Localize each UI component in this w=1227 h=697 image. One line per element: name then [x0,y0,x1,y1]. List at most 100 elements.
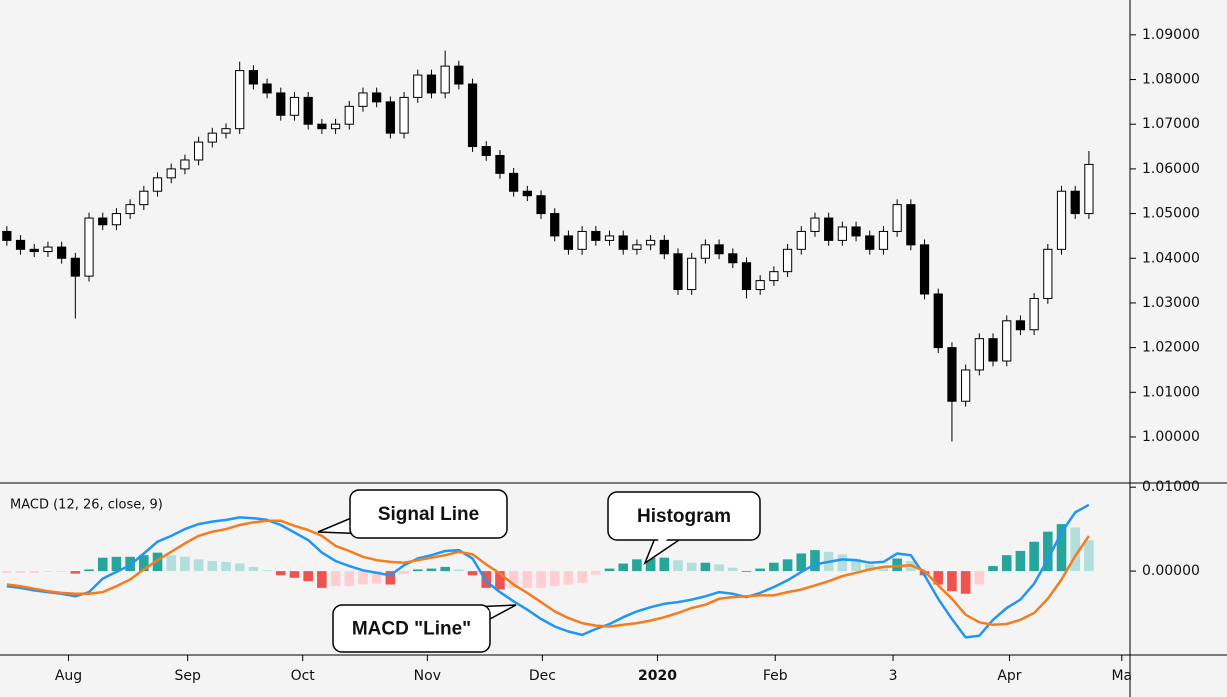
candle-body [317,123,327,130]
candle-body [536,195,546,215]
candle-body [632,244,642,250]
histogram-bar [686,562,697,572]
histogram-bar [1029,541,1039,572]
candle-body [687,257,697,291]
indicator-line [6,519,1090,628]
histogram-bar [591,571,601,575]
histogram-bar [371,571,382,584]
candle-body [974,338,984,371]
candle-body [509,172,519,192]
histogram-bar [604,568,615,572]
candle-body [824,217,834,241]
histogram-bar [810,550,820,572]
histogram-bar [289,571,300,578]
candle-body [618,235,628,250]
candle-body [645,239,656,246]
candle-body [1043,248,1053,299]
histogram-bar [988,566,998,572]
candle-body [837,226,847,241]
histogram-bar [467,571,478,576]
histogram-bar [1001,555,1012,572]
candle-body [440,65,450,94]
histogram-bar [864,564,875,572]
candle-body [782,248,793,273]
candle-body [385,101,395,134]
candle-body [413,74,423,98]
candle-body [276,92,286,116]
candle-body [919,244,930,295]
histogram-bar [43,571,53,572]
candle-body [1029,297,1039,331]
histogram-bar [495,571,505,590]
histogram-bar [960,571,971,594]
price-panel [2,50,1094,442]
candle-body [865,235,875,250]
callout-box [332,604,491,653]
histogram-bar [727,567,738,572]
candle-body [714,244,724,255]
candle-body [591,230,601,241]
histogram-bar [399,571,409,574]
histogram-bar [358,571,368,585]
histogram-bar [262,570,272,572]
histogram-bar [97,557,108,572]
histogram-bar [84,569,94,572]
candle-body [673,253,683,291]
candle-body [988,338,998,362]
x-tick-label: Aug [55,668,82,684]
y-tick-label: 0.01000 [1142,479,1200,495]
histogram-bar [645,557,656,572]
histogram-bar [741,571,752,572]
histogram-bar [275,571,286,576]
histogram-bar [947,571,957,592]
candle-body [796,230,806,250]
y-tick-label: 1.08000 [1142,72,1200,88]
callout-box [607,491,761,541]
x-tick-label: Apr [997,668,1021,684]
histogram-bar [166,555,177,572]
histogram-bar [892,558,902,572]
histogram-bar [933,571,944,585]
candle-body [563,235,574,250]
candle-body [810,217,820,232]
callout-text: Histogram [637,506,731,527]
x-tick-label: Oct [291,668,316,684]
candle-body [372,92,382,103]
candle-body [248,70,259,85]
candle-body [399,96,409,134]
candle-body [98,217,108,226]
candle-body [15,239,26,250]
histogram-bar [193,559,204,572]
y-tick-label: 1.02000 [1142,340,1200,356]
x-tick-label: Dec [529,668,556,684]
histogram-bar [426,568,437,572]
candle-body [755,280,765,291]
histogram-bar [248,566,259,572]
candle-body [467,83,478,148]
histogram-bar [152,552,163,572]
candle-body [947,347,957,402]
histogram-bar [70,571,81,574]
histogram-bar [56,571,67,572]
histogram-bar [974,571,985,585]
candle-body [330,123,341,130]
histogram-bar [755,568,765,572]
callout-join [473,607,491,620]
histogram-bar [563,571,574,585]
y-tick-label: 1.06000 [1142,161,1200,177]
y-tick-label: 1.00000 [1142,429,1200,445]
x-tick-label: 2020 [638,668,677,684]
histogram-bar [111,556,122,572]
indicator-line [6,503,1090,639]
histogram-bar [837,554,848,572]
candle-body [700,244,711,259]
candle-body [29,248,39,253]
callout-box [349,489,508,539]
candle-body [289,96,300,116]
candle-body [933,293,943,349]
candle-body [262,83,272,94]
callout-join [350,517,371,533]
candle-body [152,177,163,192]
candle-body [139,190,149,206]
